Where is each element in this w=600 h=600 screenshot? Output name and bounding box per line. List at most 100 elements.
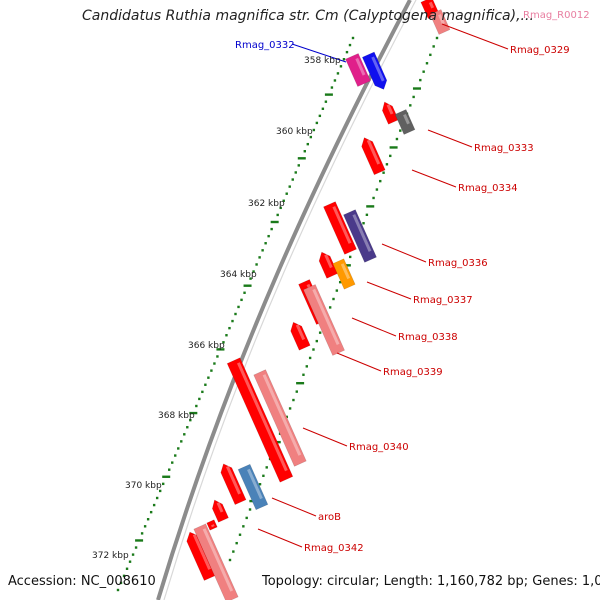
gene-pink[interactable] xyxy=(253,369,307,467)
inner-tick xyxy=(382,171,385,174)
gene-label[interactable]: Rmag_0338 xyxy=(398,332,458,343)
outer-tick xyxy=(222,341,225,344)
gene-red[interactable] xyxy=(226,357,294,483)
outer-tick xyxy=(333,79,337,82)
kbp-scale-labels: 358 kbp 360 kbp 362 kbp 364 kbp 366 kbp 368 k… xyxy=(92,56,341,561)
kbp-label: 368 kbp xyxy=(158,411,195,421)
inner-tick xyxy=(372,196,375,200)
inner-tick xyxy=(285,415,288,419)
outer-tick xyxy=(162,475,171,478)
gene-label[interactable]: Rmag_0333 xyxy=(474,143,534,154)
outer-tick xyxy=(195,404,198,408)
inner-tick xyxy=(399,129,402,132)
gene-label[interactable]: Rmag_R0012 xyxy=(523,10,590,21)
outer-tick xyxy=(240,298,243,302)
gene-red[interactable] xyxy=(218,461,247,506)
outer-tick xyxy=(288,185,291,188)
backbone-highlight xyxy=(163,0,417,600)
outer-tick xyxy=(294,171,297,174)
outer-tick xyxy=(351,36,355,40)
inner-tick xyxy=(362,222,365,225)
gene-pink[interactable] xyxy=(193,523,239,600)
inner-tick xyxy=(365,213,369,217)
gene-blue[interactable] xyxy=(361,51,389,92)
gene-orange[interactable] xyxy=(332,258,356,290)
inner-tick xyxy=(295,390,298,393)
gene-labels[interactable]: Rmag_R0012 Rmag_0329 Rmag_0332 Rmag_0333 Rma… xyxy=(235,10,590,554)
gene-steel[interactable] xyxy=(237,463,269,511)
gene-red[interactable] xyxy=(380,100,399,125)
topology-text: Topology: circular; Length: 1,160,782 bp… xyxy=(262,574,600,589)
gene-label[interactable]: aroB xyxy=(318,512,341,523)
outer-tick xyxy=(189,418,192,422)
outer-tick xyxy=(228,326,231,330)
inner-tick xyxy=(288,407,292,410)
gene-magenta[interactable] xyxy=(345,53,371,87)
inner-tick xyxy=(235,541,238,545)
gene-label[interactable]: Rmag_0336 xyxy=(428,258,488,269)
inner-tick xyxy=(232,550,235,553)
gene-pink[interactable] xyxy=(303,284,345,356)
gene-pink[interactable] xyxy=(429,9,451,35)
outer-tick xyxy=(267,234,270,238)
outer-tick xyxy=(128,560,132,563)
label-leader xyxy=(441,23,509,50)
outer-tick xyxy=(143,525,147,528)
gene-label[interactable]: Rmag_0332 xyxy=(235,40,295,51)
outer-tick xyxy=(297,157,306,160)
inner-tick xyxy=(228,558,232,562)
label-leader xyxy=(427,129,473,148)
inner-tick xyxy=(245,516,248,520)
inner-tick xyxy=(389,146,398,149)
outer-tick xyxy=(291,178,294,181)
inner-tick xyxy=(366,205,375,208)
gene-label[interactable]: Rmag_0340 xyxy=(349,442,409,453)
outer-tick xyxy=(216,355,219,358)
outer-tick xyxy=(339,65,343,68)
outer-tick xyxy=(348,43,352,47)
outer-tick xyxy=(119,581,123,585)
inner-tick xyxy=(305,365,308,368)
gene-label[interactable]: Rmag_0339 xyxy=(383,367,443,378)
inner-tick xyxy=(292,398,295,402)
gene-gray[interactable] xyxy=(394,109,416,135)
inner-tick xyxy=(318,331,322,334)
inner-tick xyxy=(429,53,432,57)
outer-tick xyxy=(243,291,246,294)
inner-tick xyxy=(338,280,342,284)
inner-tick xyxy=(409,104,412,107)
gene-red[interactable] xyxy=(288,320,311,351)
genome-title: Candidatus Ruthia magnifica str. Cm (Cal… xyxy=(82,8,534,24)
gene-label[interactable]: Rmag_0342 xyxy=(304,543,364,554)
outer-tick xyxy=(249,277,252,280)
inner-tick xyxy=(332,297,335,301)
outer-tick xyxy=(234,312,237,316)
label-leader xyxy=(271,497,317,517)
outer-tick xyxy=(183,433,186,436)
label-leader xyxy=(336,352,382,372)
outer-tick xyxy=(270,220,279,224)
label-leader xyxy=(257,528,303,548)
gene-red[interactable] xyxy=(359,135,386,176)
outer-tick xyxy=(297,164,300,167)
gene-red[interactable] xyxy=(323,201,357,255)
inner-tick xyxy=(412,95,415,99)
inner-tick xyxy=(419,78,422,82)
outer-tick xyxy=(324,93,333,96)
gene-purple[interactable] xyxy=(343,209,377,263)
inner-tick xyxy=(435,36,439,40)
outer-tick xyxy=(174,454,177,457)
inner-tick xyxy=(395,137,399,141)
gene-red[interactable] xyxy=(210,498,229,523)
gene-label[interactable]: Rmag_0329 xyxy=(510,45,570,56)
gene-label[interactable]: Rmag_0337 xyxy=(413,295,473,306)
outer-tick xyxy=(303,150,306,153)
inner-tick xyxy=(335,289,339,292)
outer-tick xyxy=(282,199,285,202)
gene-red[interactable] xyxy=(206,519,218,531)
gene-label[interactable]: Rmag_0334 xyxy=(458,183,518,194)
gene-features[interactable] xyxy=(184,0,451,600)
accession-text: Accession: NC_008610 xyxy=(8,574,156,589)
outer-tick xyxy=(252,270,255,273)
outer-tick xyxy=(155,496,159,500)
